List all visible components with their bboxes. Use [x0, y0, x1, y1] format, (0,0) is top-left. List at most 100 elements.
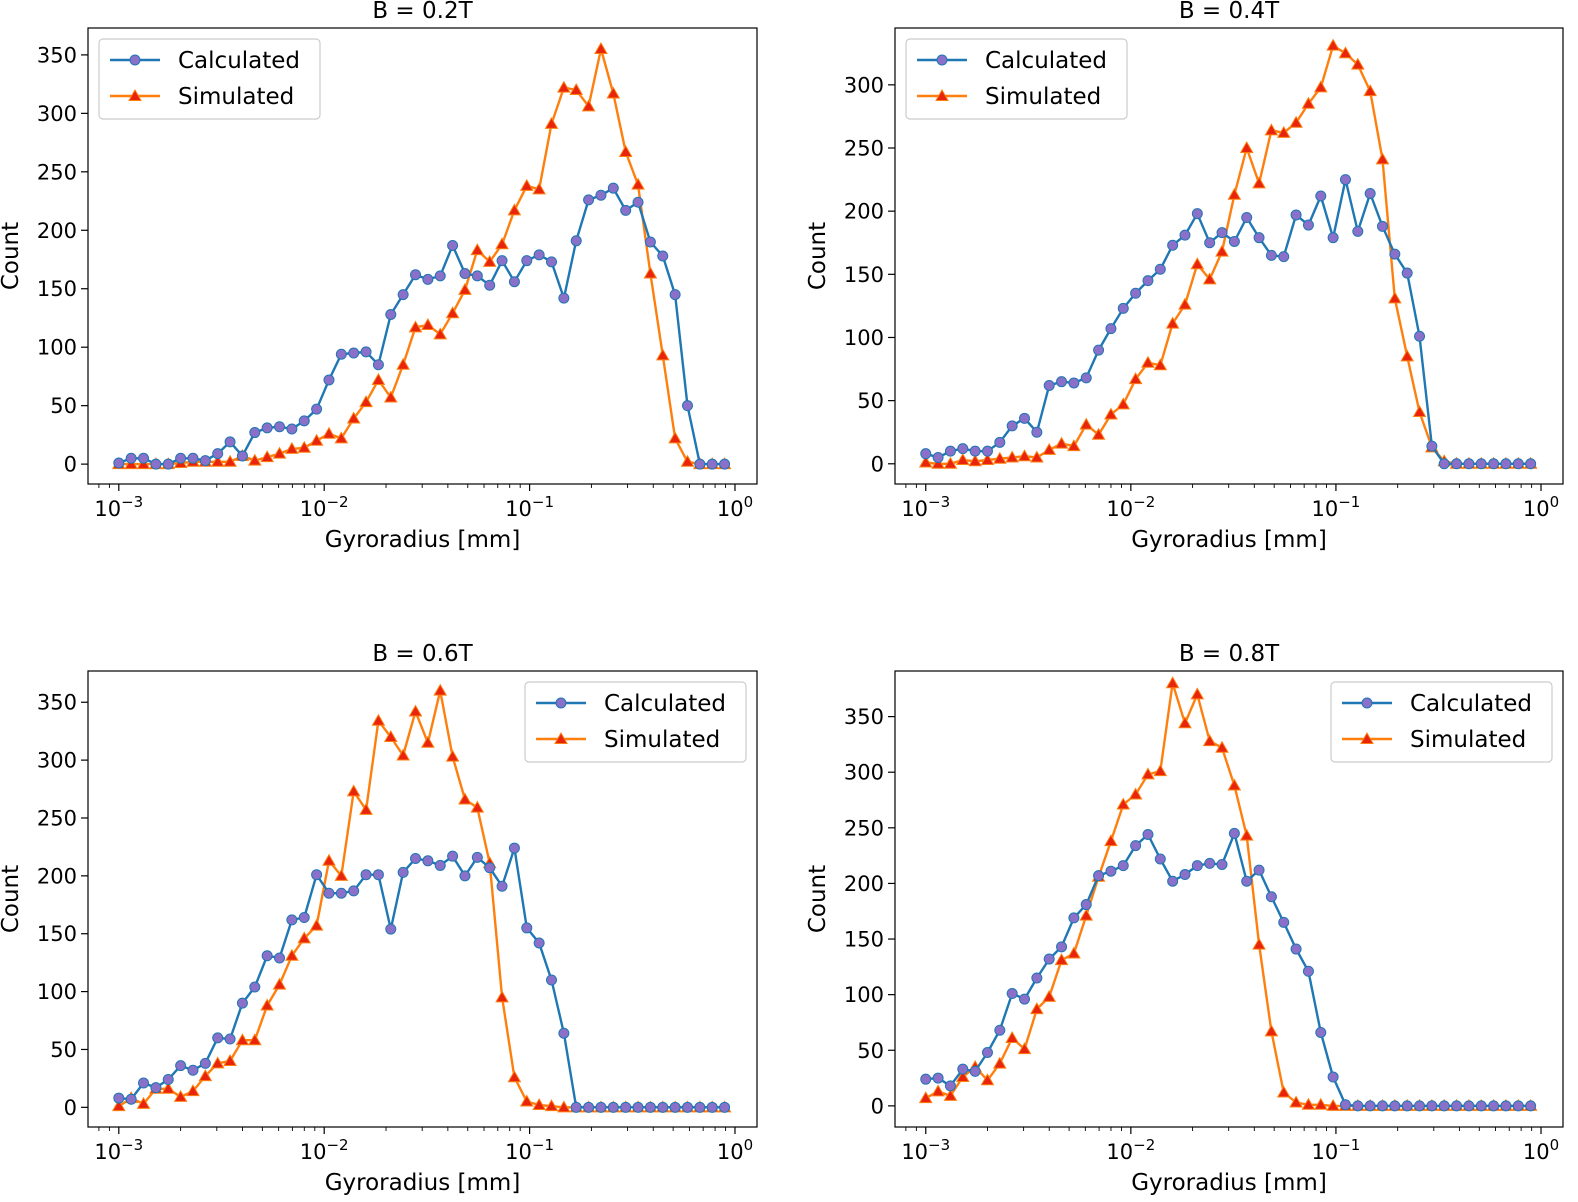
data-point-calculated — [1426, 440, 1438, 452]
plot-frame — [894, 670, 1564, 1128]
data-point-calculated — [1352, 225, 1364, 237]
data-point-calculated — [113, 1092, 125, 1104]
data-point-calculated — [1241, 875, 1253, 887]
data-point-calculated — [1302, 965, 1314, 977]
legend-marker-calculated — [129, 54, 141, 66]
x-tick-label: 10−3 — [901, 493, 950, 521]
data-point-simulated — [260, 450, 275, 463]
data-point-calculated — [1068, 377, 1080, 389]
chart-title: B = 0.2T — [372, 0, 473, 24]
data-point-calculated — [1488, 458, 1500, 470]
x-tick-label: 100 — [717, 493, 753, 521]
data-point-calculated — [546, 256, 558, 268]
data-point-calculated — [311, 869, 323, 881]
data-point-calculated — [1401, 267, 1413, 279]
data-point-simulated — [507, 1070, 522, 1083]
y-tick-label: 50 — [50, 394, 77, 418]
data-point-calculated — [969, 1065, 981, 1077]
data-point-calculated — [298, 415, 310, 427]
y-tick-label: 100 — [37, 980, 77, 1004]
data-point-calculated — [719, 458, 731, 470]
data-point-calculated — [1327, 232, 1339, 244]
legend-marker-simulated — [1360, 731, 1374, 744]
data-point-calculated — [348, 885, 360, 897]
data-point-calculated — [1401, 1100, 1413, 1112]
data-point-simulated — [931, 1084, 945, 1097]
data-point-calculated — [1241, 211, 1253, 223]
data-point-calculated — [286, 423, 298, 435]
data-point-calculated — [224, 1033, 236, 1045]
legend-marker-simulated — [935, 88, 949, 101]
data-point-calculated — [484, 279, 496, 291]
data-point-calculated — [447, 850, 459, 862]
data-point-calculated — [1019, 412, 1031, 424]
data-point-simulated — [1165, 676, 1180, 689]
data-point-simulated — [458, 792, 472, 805]
data-point-calculated — [187, 1064, 199, 1076]
data-point-simulated — [408, 704, 423, 717]
data-point-calculated — [981, 1046, 993, 1058]
data-point-calculated — [236, 997, 248, 1009]
data-point-calculated — [1068, 912, 1080, 924]
y-tick-label: 250 — [844, 137, 884, 161]
data-point-simulated — [285, 948, 299, 961]
data-point-simulated — [198, 1069, 213, 1082]
data-point-calculated — [957, 443, 969, 455]
data-point-calculated — [434, 859, 446, 871]
data-point-calculated — [1043, 379, 1055, 391]
data-point-calculated — [1228, 827, 1240, 839]
data-point-calculated — [681, 400, 693, 412]
data-point-simulated — [1412, 404, 1427, 417]
chart-title: B = 0.4T — [1179, 0, 1280, 24]
data-point-calculated — [175, 1060, 187, 1072]
x-tick-label: 10−3 — [94, 1136, 143, 1164]
data-point-calculated — [558, 1027, 570, 1039]
data-point-calculated — [920, 448, 932, 460]
data-point-simulated — [186, 1084, 200, 1097]
data-point-calculated — [125, 1093, 137, 1105]
data-point-simulated — [1017, 1042, 1032, 1055]
y-tick-label: 0 — [871, 1094, 884, 1118]
data-point-simulated — [272, 977, 287, 990]
data-point-simulated — [918, 455, 933, 468]
data-point-calculated — [1389, 248, 1401, 260]
y-tick-label: 50 — [857, 389, 884, 413]
data-point-calculated — [944, 445, 956, 457]
data-point-simulated — [1029, 1002, 1044, 1015]
data-point-simulated — [1202, 734, 1217, 747]
data-point-simulated — [396, 748, 411, 761]
data-point-simulated — [1301, 1097, 1316, 1110]
data-point-simulated — [346, 784, 361, 797]
data-point-calculated — [583, 194, 595, 206]
data-point-simulated — [260, 998, 275, 1011]
data-point-simulated — [1363, 84, 1378, 97]
data-point-calculated — [595, 1101, 607, 1113]
data-point-simulated — [1326, 38, 1340, 51]
legend-marker-simulated — [128, 88, 142, 101]
y-tick-label: 150 — [844, 263, 884, 287]
data-point-calculated — [607, 182, 619, 194]
data-point-calculated — [1117, 302, 1129, 314]
data-point-simulated — [173, 1089, 188, 1102]
data-point-calculated — [1339, 174, 1351, 186]
data-point-simulated — [1215, 244, 1229, 257]
data-point-simulated — [1067, 439, 1081, 452]
legend-label-calculated: Calculated — [604, 691, 726, 717]
data-point-calculated — [199, 1057, 211, 1069]
data-point-calculated — [595, 189, 607, 201]
data-point-simulated — [297, 440, 312, 453]
data-point-calculated — [706, 458, 718, 470]
data-point-simulated — [1289, 1095, 1303, 1108]
data-point-calculated — [1006, 988, 1018, 1000]
y-tick-label: 350 — [844, 705, 884, 729]
data-point-simulated — [334, 431, 349, 444]
data-point-calculated — [657, 1101, 669, 1113]
data-point-calculated — [1179, 869, 1191, 881]
legend-label-calculated: Calculated — [985, 48, 1107, 74]
plot-frame — [894, 27, 1564, 485]
data-point-calculated — [397, 289, 409, 301]
data-point-simulated — [606, 86, 621, 99]
data-point-calculated — [932, 1072, 944, 1084]
data-point-calculated — [1302, 219, 1314, 231]
data-point-calculated — [348, 347, 360, 359]
